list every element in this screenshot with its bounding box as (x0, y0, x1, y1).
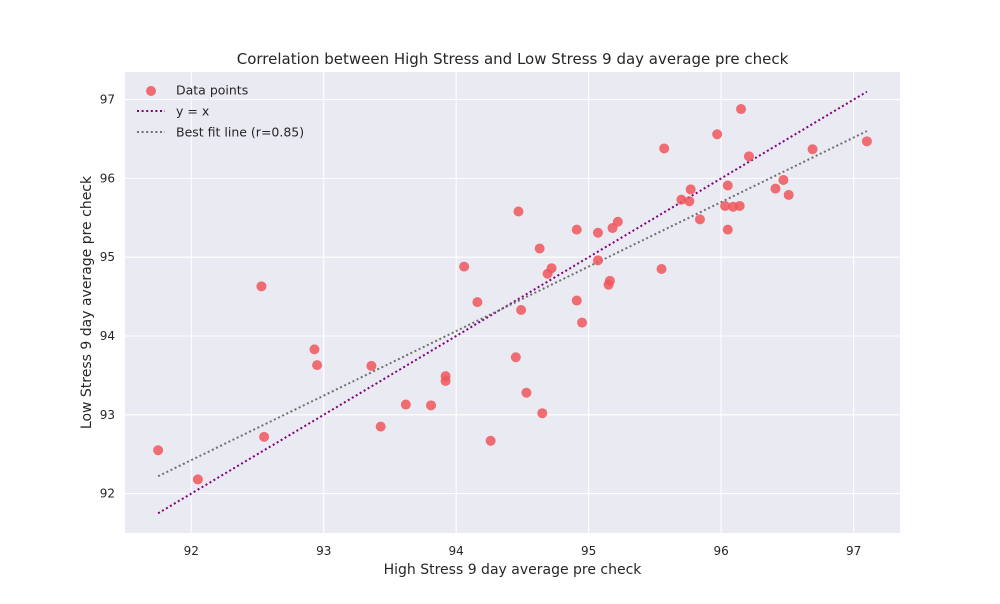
y-tick-label: 94 (100, 329, 115, 343)
data-point (770, 183, 781, 194)
data-point (513, 206, 524, 217)
x-tick-label: 93 (316, 544, 331, 558)
tick-labels: 92 93 94 95 96 97 92 93 94 95 96 97 (100, 93, 862, 558)
identity-line (157, 90, 868, 515)
data-point (659, 143, 670, 154)
data-point (192, 474, 203, 485)
data-point (426, 400, 437, 411)
data-point (510, 352, 521, 363)
data-point (440, 375, 451, 386)
data-point (516, 304, 527, 315)
data-point (684, 196, 695, 207)
x-tick-label: 92 (184, 544, 199, 558)
data-point (375, 421, 386, 432)
y-tick-label: 96 (100, 171, 115, 185)
y-tick-label: 97 (100, 93, 115, 107)
data-point (734, 200, 745, 211)
x-tick-label: 97 (846, 544, 861, 558)
data-point (807, 144, 818, 155)
data-point (861, 136, 872, 147)
data-point (537, 408, 548, 419)
legend-label-y-equals-x: y = x (176, 104, 209, 119)
data-point (592, 227, 603, 238)
x-tick-label: 95 (581, 544, 596, 558)
data-point (546, 263, 557, 274)
data-point (256, 281, 267, 292)
data-point (722, 224, 733, 235)
data-point (720, 200, 731, 211)
data-point (366, 360, 377, 371)
data-point (472, 297, 483, 308)
data-point (259, 431, 270, 442)
data-point (312, 360, 323, 371)
data-point (694, 214, 705, 225)
data-point (592, 255, 603, 266)
data-point (722, 180, 733, 191)
data-point (676, 194, 687, 205)
y-tick-label: 93 (100, 408, 115, 422)
data-point (400, 399, 411, 410)
data-point (656, 264, 667, 275)
x-tick-label: 96 (714, 544, 729, 558)
chart-title: Correlation between High Stress and Low … (237, 50, 789, 68)
data-point (612, 216, 623, 227)
lines-layer (157, 90, 868, 515)
data-point (685, 184, 696, 195)
data-point (743, 151, 754, 162)
points-layer (153, 104, 872, 485)
data-point (736, 104, 747, 115)
x-tick-label: 94 (449, 544, 464, 558)
data-point (153, 445, 164, 456)
x-axis-label: High Stress 9 day average pre check (384, 562, 643, 578)
y-tick-label: 92 (100, 487, 115, 501)
legend-label-best-fit: Best fit line (r=0.85) (176, 125, 304, 140)
data-point (534, 243, 545, 254)
data-point (571, 295, 582, 306)
legend: Data points y = x Best fit line (r=0.85) (137, 83, 304, 140)
data-point (712, 129, 723, 140)
data-point (459, 261, 470, 272)
legend-marker-data-points (146, 86, 156, 96)
data-point (604, 275, 615, 286)
data-point (521, 387, 532, 398)
y-axis-label: Low Stress 9 day average pre check (79, 175, 95, 429)
y-tick-label: 95 (100, 250, 115, 264)
data-point (309, 344, 320, 355)
data-point (485, 435, 496, 446)
data-point (577, 317, 588, 328)
data-point (571, 224, 582, 235)
data-point (778, 174, 789, 185)
data-point (783, 189, 794, 200)
legend-label-data-points: Data points (176, 83, 248, 98)
